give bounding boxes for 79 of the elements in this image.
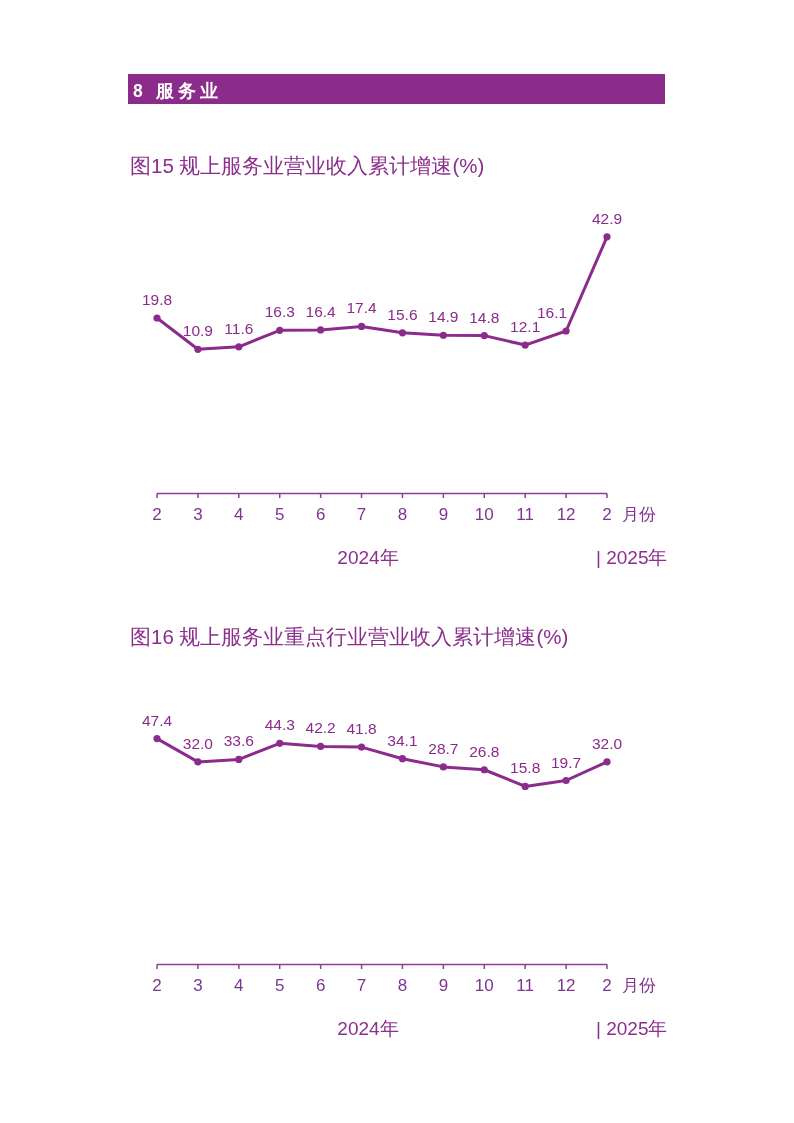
data-label: 19.7 xyxy=(551,753,582,771)
point xyxy=(521,782,529,790)
x-tick-label: 11 xyxy=(516,976,535,995)
x-tick-label: 9 xyxy=(438,505,449,524)
chart-title: 图16 规上服务业重点行业营业收入累计增速(%) xyxy=(130,625,569,648)
point xyxy=(603,758,611,766)
point xyxy=(480,766,488,774)
point xyxy=(317,326,325,334)
data-label: 14.9 xyxy=(428,308,459,326)
point xyxy=(357,322,366,331)
x-tick-label: 3 xyxy=(193,976,203,995)
data-label: 34.1 xyxy=(387,731,418,749)
x-tick-label: 3 xyxy=(193,505,203,524)
data-label: 15.8 xyxy=(510,759,541,777)
point xyxy=(276,739,284,747)
point xyxy=(153,735,161,743)
point xyxy=(398,329,407,337)
x-tick-label: 12 xyxy=(556,505,576,524)
data-label: 26.8 xyxy=(469,742,500,760)
point xyxy=(235,343,243,351)
data-label: 42.9 xyxy=(591,209,623,227)
x-tick-label: 7 xyxy=(356,505,367,524)
x-tick-label: 2 xyxy=(152,505,162,524)
data-label: 11.6 xyxy=(224,319,254,337)
x-tick-label: 2 xyxy=(152,976,162,995)
x-tick-label: 10 xyxy=(474,505,494,524)
x-tick-label: 5 xyxy=(274,505,285,524)
point xyxy=(439,763,447,771)
point xyxy=(439,331,447,339)
data-label: 16.3 xyxy=(264,303,295,321)
text: | 2025年 xyxy=(596,1018,668,1039)
point xyxy=(194,758,202,766)
point xyxy=(480,331,488,340)
point xyxy=(235,755,243,764)
point xyxy=(357,743,366,751)
chart-title: 图15 规上服务业营业收入累计增速(%) xyxy=(130,154,485,177)
x-tick-label: 6 xyxy=(315,976,326,995)
text: 8 服务业 xyxy=(133,81,222,101)
x-tick-label: 10 xyxy=(474,976,494,995)
data-label: 14.8 xyxy=(469,308,500,326)
x-tick-label: 2 xyxy=(602,976,612,995)
point xyxy=(153,314,161,322)
x-tick-label: 5 xyxy=(274,976,285,995)
x-tick-label: 7 xyxy=(356,976,367,995)
data-label: 47.4 xyxy=(141,711,173,729)
data-label: 15.6 xyxy=(387,305,418,323)
point xyxy=(276,326,284,334)
data-label: 28.7 xyxy=(428,739,459,757)
data-label: 44.3 xyxy=(264,716,295,734)
data-label: 10.9 xyxy=(182,322,213,340)
point xyxy=(603,233,611,241)
x-tick-label: 4 xyxy=(234,976,244,995)
x-tick-label: 12 xyxy=(556,976,576,995)
data-label: 32.0 xyxy=(182,734,214,752)
data-label: 32.0 xyxy=(591,734,623,752)
data-label: 42.2 xyxy=(305,719,336,737)
data-label: 16.4 xyxy=(305,302,337,320)
x-tick-label: 9 xyxy=(438,976,449,995)
point xyxy=(562,327,570,335)
x-tick-label: 8 xyxy=(397,976,408,995)
x-axis-title: 月份 xyxy=(622,976,656,995)
x-tick-label: 11 xyxy=(516,505,535,524)
data-label: 19.8 xyxy=(141,291,173,309)
point xyxy=(194,345,202,353)
text: 2024年 xyxy=(337,547,399,568)
point xyxy=(317,742,325,751)
x-axis-title: 月份 xyxy=(622,505,656,524)
x-tick-label: 2 xyxy=(602,505,612,524)
x-tick-label: 8 xyxy=(397,505,408,524)
point xyxy=(521,341,529,349)
point xyxy=(562,776,570,785)
data-label: 41.8 xyxy=(346,720,377,738)
data-label: 17.4 xyxy=(346,299,378,317)
x-tick-label: 6 xyxy=(315,505,326,524)
x-tick-label: 4 xyxy=(234,505,244,524)
point xyxy=(398,755,407,763)
data-label: 33.6 xyxy=(223,732,254,750)
text: 2024年 xyxy=(337,1018,399,1039)
text: | 2025年 xyxy=(596,547,668,568)
